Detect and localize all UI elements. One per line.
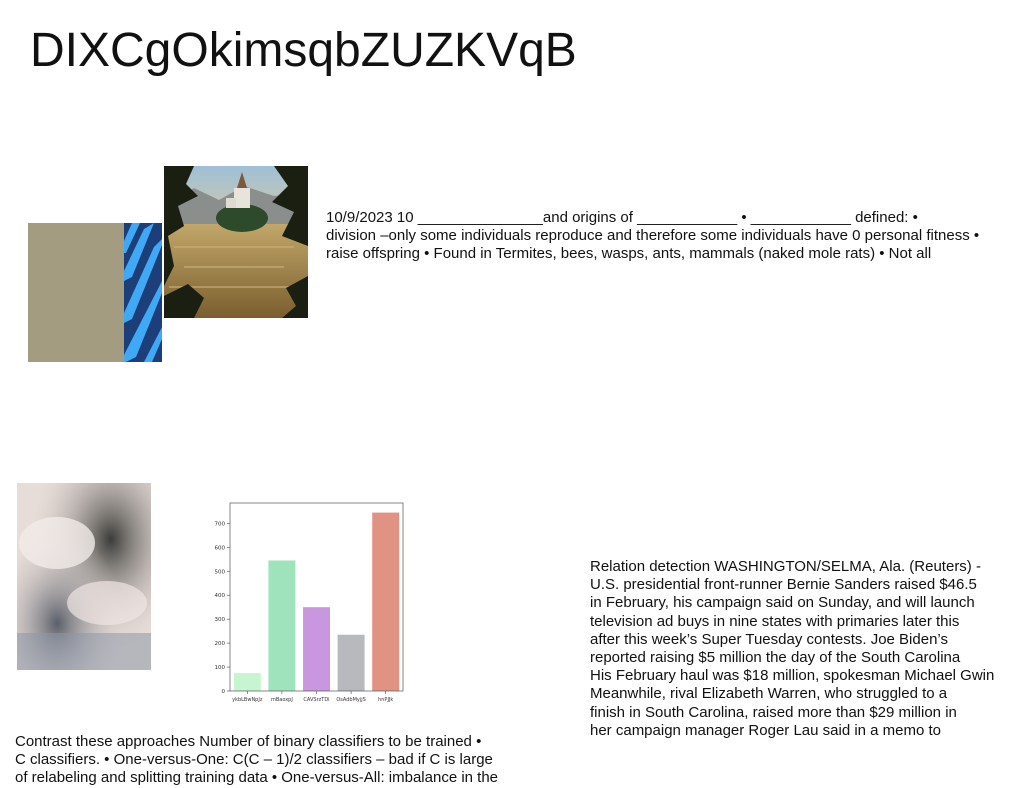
text-line: finish in South Carolina, raised more th… bbox=[590, 703, 957, 721]
text-line: U.S. presidential front-runner Bernie Sa… bbox=[590, 576, 977, 594]
page-title: DIXCgOkimsqbZUZKVqB bbox=[30, 24, 577, 77]
y-tick-label: 400 bbox=[215, 593, 226, 599]
lake-castle-image bbox=[164, 166, 308, 318]
y-tick-label: 100 bbox=[215, 665, 226, 671]
bar bbox=[233, 673, 261, 691]
x-tick-label: ykbLBwNpJz bbox=[232, 697, 263, 703]
text-line: Contrast these approaches Number of bina… bbox=[15, 733, 482, 750]
x-tick-label: hnPJJk bbox=[378, 697, 393, 703]
text-line: of relabeling and splitting training dat… bbox=[15, 769, 499, 787]
bar bbox=[303, 607, 330, 691]
cloudy-landscape-image bbox=[17, 483, 151, 670]
text-line: 10/9/2023 10 _______________and origins … bbox=[326, 209, 918, 226]
bar bbox=[268, 560, 296, 691]
x-tick-label: CAVSrzTDi bbox=[303, 697, 329, 703]
text-line: C classifiers. • One-versus-One: C(C – 1… bbox=[15, 751, 493, 769]
building-wall-image bbox=[28, 223, 162, 362]
text-line: division –only some individuals reproduc… bbox=[326, 227, 980, 245]
bar-chart: 0 100 200 300 400 500 600 700 ykbLBwNpJz mBaoxpJ C… bbox=[208, 498, 408, 708]
text-block-right: Relation detection WASHINGTON/SELMA, Ala… bbox=[590, 558, 994, 740]
text-line: raise offspring • Found in Termites, bee… bbox=[326, 245, 932, 263]
y-tick-label: 600 bbox=[215, 545, 226, 551]
y-tick-label: 200 bbox=[215, 641, 226, 647]
plot-frame bbox=[229, 502, 404, 692]
text-line: in February, his campaign said on Sunday… bbox=[590, 594, 975, 612]
y-tick-label: 700 bbox=[215, 521, 226, 527]
text-line: reported raising $5 million the day of t… bbox=[590, 649, 961, 667]
x-tick-label: mBaoxpJ bbox=[271, 697, 293, 703]
x-tick-label: OsAdbMyjjS bbox=[336, 697, 365, 703]
text-block-top: 10/9/2023 10 _______________and origins … bbox=[326, 209, 979, 264]
text-block-bottom: Contrast these approaches Number of bina… bbox=[15, 733, 498, 788]
text-line: her campaign manager Roger Lau said in a… bbox=[590, 721, 942, 739]
y-tick-label: 500 bbox=[215, 569, 226, 575]
text-line: Relation detection WASHINGTON/SELMA, Ala… bbox=[590, 558, 981, 575]
text-line: His February haul was $18 million, spoke… bbox=[590, 667, 995, 685]
bar bbox=[372, 512, 400, 691]
bar bbox=[337, 634, 365, 691]
text-line: after this week’s Super Tuesday contests… bbox=[590, 630, 948, 648]
y-tick-label: 0 bbox=[222, 689, 226, 695]
y-tick-label: 300 bbox=[215, 617, 226, 623]
text-line: television ad buys in nine states with p… bbox=[590, 612, 960, 630]
text-line: Meanwhile, rival Elizabeth Warren, who s… bbox=[590, 685, 948, 703]
